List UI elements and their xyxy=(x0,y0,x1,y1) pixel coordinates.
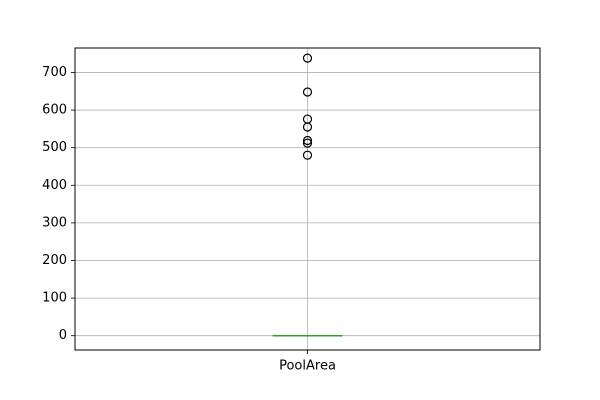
y-tick-label: 400 xyxy=(42,178,67,193)
outlier-point xyxy=(302,150,313,160)
y-tick-label: 300 xyxy=(42,215,67,230)
outlier-point xyxy=(302,53,313,63)
box-layer xyxy=(272,53,343,337)
outlier-point xyxy=(302,135,313,146)
outlier-point xyxy=(302,87,313,97)
grid-layer xyxy=(75,48,540,350)
y-tick-label: 700 xyxy=(42,65,67,80)
y-tick-label: 500 xyxy=(42,140,67,155)
outlier-point xyxy=(302,114,313,124)
y-tick-label: 600 xyxy=(42,103,67,118)
y-tick-label: 200 xyxy=(42,253,67,268)
y-tick-label: 100 xyxy=(42,291,67,306)
y-tick-label: 0 xyxy=(59,328,67,343)
x-tick-label: PoolArea xyxy=(279,359,336,374)
tick-layer: 0 100 200 300 400 500 600 700 PoolArea xyxy=(42,65,336,374)
outlier-point xyxy=(302,138,313,148)
